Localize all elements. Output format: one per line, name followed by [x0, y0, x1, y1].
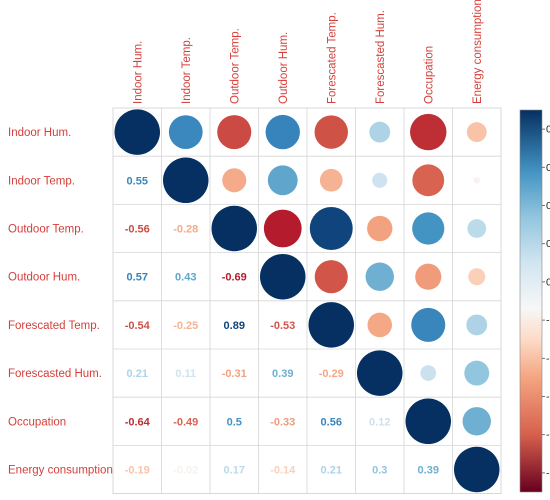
correlation-value: -0.56: [125, 224, 150, 236]
correlation-circle: [267, 165, 298, 196]
correlation-circle: [420, 365, 437, 381]
correlation-circle: [260, 253, 306, 300]
row-label: Outdoor Temp.: [8, 224, 84, 236]
row-label: Outdoor Hum.: [8, 272, 80, 284]
correlation-value: 0.39: [272, 368, 293, 380]
correlation-circle: [454, 446, 500, 493]
correlation-value: -0.25: [173, 320, 198, 332]
row-labels: Indoor Hum. Indoor Temp. Outdoor Temp. Outd…: [8, 127, 113, 476]
column-label: Indoor Temp.: [181, 37, 193, 104]
correlation-value: 0.56: [321, 416, 342, 428]
correlation-circle: [309, 207, 353, 250]
column-labels: Indoor Hum. Indoor Temp. Outdoor Temp. Outd…: [132, 0, 484, 104]
column-label: Indoor Hum.: [132, 41, 144, 104]
correlation-value: 0.21: [321, 465, 342, 477]
legend-tick-label: 0.49: [546, 200, 550, 212]
row-label: Occupation: [8, 416, 66, 428]
correlation-circle: [467, 219, 487, 238]
legend-tick-label: 0.66: [546, 162, 550, 174]
correlation-value: -0.28: [173, 224, 198, 236]
correlation-circle: [466, 314, 488, 336]
correlation-value: -0.02: [173, 465, 198, 477]
legend-tick-label: 0.83: [546, 124, 550, 136]
correlation-circle: [369, 121, 391, 143]
column-label: Forescasted Hum.: [375, 10, 387, 104]
correlation-value: -0.29: [319, 368, 344, 380]
correlation-value: -0.14: [270, 465, 296, 477]
column-label: Energy consumption: [472, 0, 484, 104]
correlation-value: 0.12: [369, 416, 390, 428]
correlation-circle: [211, 205, 257, 252]
cells-layer: 0.55 -0.56 -0.28 0.57 0.43 -0.69 -0.54 -0.25 0.8…: [114, 109, 500, 493]
correlation-circle: [314, 260, 348, 294]
correlation-circle: [163, 157, 209, 204]
correlation-value: 0.39: [418, 465, 439, 477]
correlation-value: 0.43: [175, 272, 196, 284]
correlation-circle: [411, 307, 446, 342]
correlation-circle: [265, 114, 300, 150]
correlation-circle: [468, 268, 486, 286]
correlation-circle: [367, 312, 393, 338]
legend-tick-label: -0.18: [546, 353, 550, 365]
correlation-value: 0.21: [127, 368, 148, 380]
correlation-value: -0.31: [222, 368, 247, 380]
legend-color-bar: [519, 109, 543, 493]
correlation-circle: [263, 209, 302, 248]
column-label: Forescated Temp.: [326, 12, 338, 104]
correlation-circle: [308, 302, 354, 348]
correlation-circle: [412, 212, 445, 245]
correlation-value: 0.3: [372, 465, 387, 477]
correlation-circle: [367, 215, 393, 242]
correlation-value: 0.57: [127, 272, 148, 284]
correlation-circle: [114, 109, 160, 155]
row-label: Indoor Hum.: [8, 127, 71, 139]
color-legend: 0.83 0.66 0.49 0.32 0.15 -0.02 -0.18 -0.35 -0.52…: [519, 109, 550, 493]
correlation-circle: [222, 168, 247, 193]
correlation-circle: [462, 407, 491, 436]
row-label: Forescasted Hum.: [8, 368, 102, 380]
correlation-value: 0.5: [227, 416, 242, 428]
correlation-circle: [319, 168, 343, 192]
row-label: Forescated Temp.: [8, 320, 100, 332]
correlation-circle: [466, 122, 487, 143]
correlation-circle: [410, 113, 447, 151]
correlation-circle: [357, 350, 403, 396]
correlation-value: 0.89: [224, 320, 245, 332]
legend-tick-label: 0.15: [546, 276, 550, 288]
correlation-value: 0.17: [224, 465, 245, 477]
column-label: Outdoor Hum.: [278, 32, 290, 104]
legend-tick-label: -0.52: [546, 429, 550, 441]
correlation-value: -0.69: [222, 272, 247, 284]
correlation-value: -0.53: [270, 320, 295, 332]
correlation-circle: [405, 398, 451, 445]
correlation-circle: [314, 115, 348, 149]
correlation-value: -0.33: [270, 416, 295, 428]
correlation-value: 0.11: [175, 368, 196, 380]
row-label: Energy consumption: [8, 465, 113, 477]
correlation-circle: [168, 115, 203, 149]
column-label: Outdoor Temp.: [229, 28, 241, 104]
correlation-value: -0.64: [125, 416, 151, 428]
correlation-circle: [217, 115, 252, 150]
legend-tick-label: -0.69: [546, 467, 550, 479]
correlation-circle: [415, 263, 442, 290]
correlation-circle: [412, 164, 445, 197]
legend-tick-label: -0.35: [546, 391, 550, 403]
correlation-circle: [365, 262, 394, 291]
legend-tick-label: -0.02: [546, 315, 550, 327]
correlation-value: -0.19: [125, 465, 150, 477]
correlation-value: -0.54: [125, 320, 151, 332]
correlation-circle: [372, 172, 388, 188]
correlation-circle: [473, 177, 480, 184]
row-label: Indoor Temp.: [8, 175, 75, 187]
legend-tick-label: 0.32: [546, 238, 550, 250]
correlation-circle: [464, 360, 490, 386]
column-label: Occupation: [423, 46, 435, 104]
correlation-value: -0.49: [173, 416, 198, 428]
correlation-value: 0.55: [127, 175, 148, 187]
